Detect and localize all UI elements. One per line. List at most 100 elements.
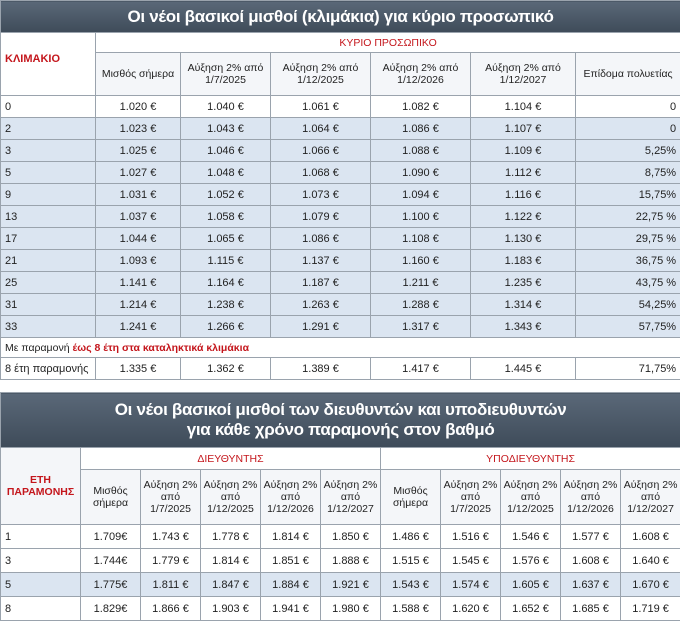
cell: 1.061 €: [270, 95, 371, 118]
cell: 1.546 €: [500, 524, 561, 549]
group-header: ΚΥΡΙΟ ΠΡΟΣΩΠΙΚΟ: [94, 32, 680, 53]
note-highlight: έως 8 έτη στα καταληκτικά κλιμάκια: [72, 341, 250, 354]
cell: 1.850 €: [320, 524, 381, 549]
data-row: 9 1.031 €1.052 €1.073 €1.094 €1.116 €15,7…: [0, 183, 680, 206]
cell: 1.086 €: [370, 117, 471, 140]
data-row: 21 1.093 €1.115 €1.137 €1.160 €1.183 €36,…: [0, 249, 680, 272]
cell: 1.576 €: [500, 548, 561, 573]
data-row: 25 1.141 €1.164 €1.187 €1.211 €1.235 €43,…: [0, 271, 680, 294]
cell: 0: [0, 95, 96, 118]
cell: 1.238 €: [180, 293, 271, 316]
row-header: ΚΛΙΜΑΚΙΟ: [0, 32, 96, 96]
cell: 1.100 €: [370, 205, 471, 228]
cell: 1.079 €: [270, 205, 371, 228]
salary-table: Οι νέοι βασικοί μισθοί (κλιμάκια) για κύ…: [0, 0, 680, 380]
data-row: 2 1.023 €1.043 €1.064 €1.086 €1.107 €0: [0, 117, 680, 140]
cell: 1: [0, 524, 81, 549]
cell: 5: [0, 161, 96, 184]
cell: 1.389 €: [270, 357, 371, 380]
cell: 1.025 €: [95, 139, 181, 162]
group-row: ΕΤΗ ΠΑΡΑΜΟΝΗΣ ΔΙΕΥΘΥΝΤΗΣ ΥΠΟΔΙΕΥΘΥΝΤΗΣ: [0, 447, 680, 525]
cell: 1.778 €: [200, 524, 261, 549]
cell: 1.187 €: [270, 271, 371, 294]
cell: 1.608 €: [560, 548, 621, 573]
column-header: Μισθός σήμερα: [95, 52, 181, 96]
cell: 1.903 €: [200, 596, 261, 621]
cell: 1.160 €: [370, 249, 471, 272]
data-row: 33 1.241 €1.266 €1.291 €1.317 €1.343 €57,…: [0, 315, 680, 338]
cell: 1.130 €: [470, 227, 576, 250]
cell: 57,75%: [574, 315, 680, 338]
cell: 1.108 €: [370, 227, 471, 250]
cell: 1.214 €: [95, 293, 181, 316]
cell: 1.884 €: [260, 572, 321, 597]
manager-table: Οι νέοι βασικοί μισθοί των διευθυντών κα…: [0, 392, 680, 621]
cell: 1.020 €: [95, 95, 181, 118]
final-row: 8 έτη παραμονής 1.335 €1.362 €1.389 €1.41…: [0, 357, 680, 380]
cell: 1.122 €: [470, 205, 576, 228]
cell: 1.090 €: [370, 161, 471, 184]
cell: 1.073 €: [270, 183, 371, 206]
cell: 1.235 €: [470, 271, 576, 294]
column-header: Μισθός σήμερα: [80, 469, 141, 525]
cell: 1.866 €: [140, 596, 201, 621]
table-title: Οι νέοι βασικοί μισθοί των διευθυντών κα…: [0, 392, 680, 448]
cell: 1.620 €: [440, 596, 501, 621]
title-row: Οι νέοι βασικοί μισθοί των διευθυντών κα…: [0, 392, 680, 448]
data-row: 17 1.044 €1.065 €1.086 €1.108 €1.130 €29,…: [0, 227, 680, 250]
column-header: Αύξηση 2% από 1/7/2025: [180, 52, 271, 96]
cell: 1.779 €: [140, 548, 201, 573]
title-row: Οι νέοι βασικοί μισθοί (κλιμάκια) για κύ…: [0, 0, 680, 33]
data-row: 31 1.214 €1.238 €1.263 €1.288 €1.314 €54,…: [0, 293, 680, 316]
cell: 1.577 €: [560, 524, 621, 549]
cell: 1.241 €: [95, 315, 181, 338]
group-row: ΚΛΙΜΑΚΙΟ ΚΥΡΙΟ ΠΡΟΣΩΠΙΚΟ: [0, 32, 680, 96]
column-header: Αύξηση 2% από 1/12/2025: [500, 469, 561, 525]
cell: 54,25%: [574, 293, 680, 316]
cell: 17: [0, 227, 96, 250]
spacer: [0, 380, 680, 392]
column-header: Επίδομα πολυετίας: [574, 52, 680, 96]
cell: 1.040 €: [180, 95, 271, 118]
cell: 5: [0, 572, 81, 597]
cell: 1.814 €: [200, 548, 261, 573]
cell: 0: [574, 95, 680, 118]
table-title: Οι νέοι βασικοί μισθοί (κλιμάκια) για κύ…: [0, 0, 680, 33]
cell: 9: [0, 183, 96, 206]
cell: 1.608 €: [619, 524, 680, 549]
data-row: 5 1.775€ 1.811 €1.847 €1.884 €1.921 €1.543…: [0, 572, 680, 597]
cell: 1.314 €: [470, 293, 576, 316]
cell: 1.027 €: [95, 161, 181, 184]
cell: 1.104 €: [470, 95, 576, 118]
column-header: Αύξηση 2% από 1/12/2026: [560, 469, 621, 525]
column-header: Αύξηση 2% από 1/7/2025: [140, 469, 201, 525]
title-line: για κάθε χρόνο παραμονής στον βαθμό: [186, 420, 495, 439]
cell: 1.046 €: [180, 139, 271, 162]
cell: 1.115 €: [180, 249, 271, 272]
cell: 1.811 €: [140, 572, 201, 597]
cell: 36,75 %: [574, 249, 680, 272]
cell: 1.023 €: [95, 117, 181, 140]
cell: 1.048 €: [180, 161, 271, 184]
cell: 13: [0, 205, 96, 228]
cell: 21: [0, 249, 96, 272]
cell: 3: [0, 548, 81, 573]
cell: 1.044 €: [95, 227, 181, 250]
cell: 1.744€: [80, 548, 141, 573]
cell: 1.066 €: [270, 139, 371, 162]
cell: 2: [0, 117, 96, 140]
cell: 43,75 %: [574, 271, 680, 294]
note: Με παραμονή έως 8 έτη στα καταληκτικά κλ…: [0, 337, 680, 358]
column-header-row: Μισθός σήμερα Αύξηση 2% από 1/7/2025 Αύξησ…: [1, 52, 680, 96]
column-header: Αύξηση 2% από 1/12/2027: [470, 52, 576, 96]
cell: 3: [0, 139, 96, 162]
column-header: Αύξηση 2% από 1/12/2026: [260, 469, 321, 525]
cell: 1.743 €: [140, 524, 201, 549]
cell: 1.670 €: [619, 572, 680, 597]
group-header: ΔΙΕΥΘΥΝΤΗΣ: [80, 447, 381, 470]
cell: 1.829€: [80, 596, 141, 621]
cell: 1.031 €: [95, 183, 181, 206]
cell: 1.343 €: [470, 315, 576, 338]
cell: 22,75 %: [574, 205, 680, 228]
